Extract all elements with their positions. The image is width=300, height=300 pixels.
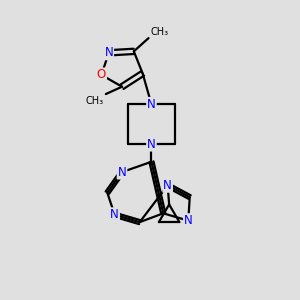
Text: N: N — [184, 214, 193, 227]
Text: CH₃: CH₃ — [85, 95, 103, 106]
Text: N: N — [147, 138, 156, 151]
Text: N: N — [104, 46, 113, 59]
Text: N: N — [163, 179, 172, 192]
Text: O: O — [97, 68, 106, 81]
Text: N: N — [110, 208, 119, 221]
Text: N: N — [118, 166, 126, 178]
Text: N: N — [147, 98, 156, 111]
Text: CH₃: CH₃ — [151, 27, 169, 37]
